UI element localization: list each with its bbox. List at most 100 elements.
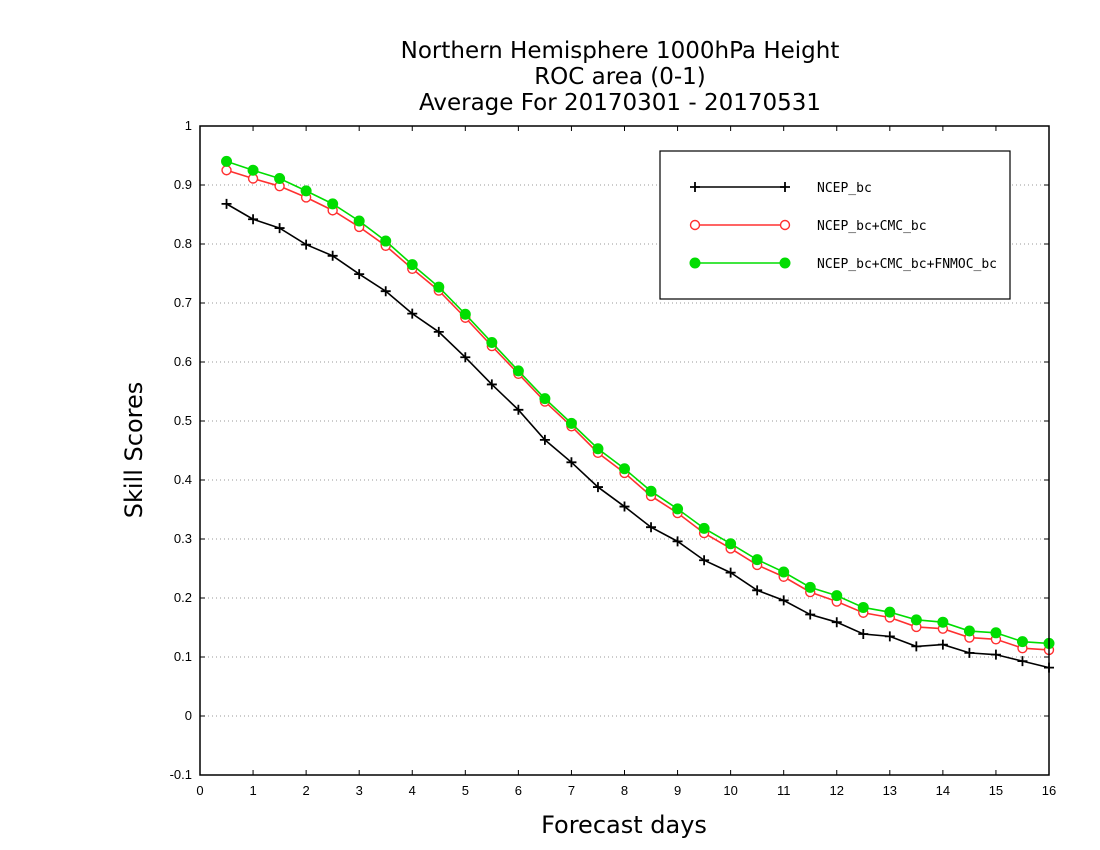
x-tick-label: 3 bbox=[356, 783, 363, 798]
data-point-marker bbox=[963, 625, 975, 637]
data-point-marker bbox=[327, 250, 338, 261]
x-axis-title: Forecast days bbox=[541, 811, 707, 839]
legend: NCEP_bc NCEP_bc+CMC_bc NCEP_bc+CMC_bc+FNMO… bbox=[659, 150, 1011, 300]
y-tick-label: 0 bbox=[185, 708, 192, 723]
data-point-marker bbox=[689, 257, 701, 269]
data-point-marker bbox=[274, 223, 285, 234]
data-point-marker bbox=[274, 173, 286, 185]
data-point-marker bbox=[884, 631, 895, 642]
y-tick-label: 0.3 bbox=[174, 531, 192, 546]
data-point-marker bbox=[990, 649, 1001, 660]
x-tick-label: 14 bbox=[936, 783, 950, 798]
y-tick-label: 0.7 bbox=[174, 295, 192, 310]
data-point-marker bbox=[247, 164, 259, 176]
axes: -0.100.10.20.30.40.50.60.70.80.910 1 2 3 4 5 6… bbox=[170, 118, 1057, 798]
data-point-marker bbox=[751, 554, 763, 566]
data-point-marker bbox=[565, 417, 577, 429]
x-tick-label: 8 bbox=[621, 783, 628, 798]
data-point-marker bbox=[857, 601, 869, 613]
series-1 bbox=[221, 198, 1054, 673]
data-point-marker bbox=[646, 522, 657, 533]
y-tick-label: 0.8 bbox=[174, 236, 192, 251]
data-point-marker bbox=[354, 269, 365, 280]
legend-label: NCEP_bc+CMC_bc bbox=[817, 219, 927, 234]
data-point-marker bbox=[672, 503, 684, 515]
data-point-marker bbox=[300, 185, 312, 197]
chart-title-line-2: ROC area (0-1) bbox=[534, 64, 706, 90]
legend-entry: NCEP_bc+CMC_bc+FNMOC_bc bbox=[689, 257, 997, 272]
data-point-marker bbox=[1017, 656, 1028, 667]
data-point-marker bbox=[380, 286, 391, 297]
data-point-marker bbox=[805, 609, 816, 620]
data-point-marker bbox=[539, 434, 550, 445]
data-point-marker bbox=[990, 627, 1002, 639]
y-axis-title: Skill Scores bbox=[120, 382, 148, 519]
data-point-marker bbox=[858, 628, 869, 639]
data-point-marker bbox=[513, 404, 524, 415]
data-point-marker bbox=[831, 617, 842, 628]
chart-title-line-1: Northern Hemisphere 1000hPa Height bbox=[401, 38, 840, 64]
data-point-marker bbox=[884, 606, 896, 618]
data-point-marker bbox=[566, 457, 577, 468]
data-point-marker bbox=[698, 522, 710, 534]
data-point-marker bbox=[964, 647, 975, 658]
x-tick-label: 16 bbox=[1042, 783, 1056, 798]
data-point-marker bbox=[248, 214, 259, 225]
x-tick-label: 7 bbox=[568, 783, 575, 798]
x-tick-label: 0 bbox=[196, 783, 203, 798]
data-point-marker bbox=[779, 219, 791, 231]
data-point-marker bbox=[779, 257, 791, 269]
data-point-marker bbox=[301, 239, 312, 250]
data-point-marker bbox=[539, 393, 551, 405]
data-point-marker bbox=[353, 215, 365, 227]
y-tick-label: 0.9 bbox=[174, 177, 192, 192]
y-tick-label: 0.6 bbox=[174, 354, 192, 369]
chart-title: Northern Hemisphere 1000hPa Height ROC a… bbox=[401, 38, 840, 116]
data-point-marker bbox=[725, 567, 736, 578]
data-point-marker bbox=[725, 538, 737, 550]
data-point-marker bbox=[592, 443, 604, 455]
x-tick-label: 4 bbox=[409, 783, 416, 798]
data-point-marker bbox=[619, 501, 630, 512]
data-point-marker bbox=[460, 352, 471, 363]
chart-title-line-3: Average For 20170301 - 20170531 bbox=[419, 90, 821, 116]
data-point-marker bbox=[406, 259, 418, 271]
data-point-marker bbox=[804, 581, 816, 593]
y-tick-label: 0.1 bbox=[174, 649, 192, 664]
x-tick-label: 6 bbox=[515, 783, 522, 798]
x-tick-label: 13 bbox=[883, 783, 897, 798]
x-tick-label: 10 bbox=[723, 783, 737, 798]
data-point-marker bbox=[619, 463, 630, 475]
data-point-marker bbox=[459, 308, 471, 320]
data-point-marker bbox=[778, 595, 789, 606]
data-point-marker bbox=[778, 566, 790, 578]
data-point-marker bbox=[486, 379, 497, 390]
data-point-marker bbox=[910, 614, 922, 626]
data-point-marker bbox=[672, 536, 683, 547]
legend-label: NCEP_bc bbox=[817, 181, 872, 196]
data-point-marker bbox=[486, 337, 498, 349]
series-layer bbox=[221, 155, 1055, 673]
legend-label: NCEP_bc+CMC_bc+FNMOC_bc bbox=[817, 257, 997, 272]
data-point-marker bbox=[380, 235, 392, 247]
data-point-marker bbox=[831, 590, 843, 602]
x-tick-label: 12 bbox=[830, 783, 844, 798]
y-tick-label: -0.1 bbox=[170, 767, 192, 782]
data-point-marker bbox=[221, 198, 232, 209]
legend-items: NCEP_bc NCEP_bc+CMC_bc NCEP_bc+CMC_bc+FNMO… bbox=[689, 181, 997, 272]
y-tick-label: 0.2 bbox=[174, 590, 192, 605]
series-3 bbox=[221, 155, 1055, 649]
data-point-marker bbox=[433, 326, 444, 337]
x-tick-label: 2 bbox=[303, 783, 310, 798]
x-tick-label: 9 bbox=[674, 783, 681, 798]
legend-entry: NCEP_bc bbox=[690, 181, 872, 196]
series-line bbox=[226, 203, 1050, 669]
x-tick-label: 11 bbox=[777, 783, 791, 798]
y-tick-label: 0.5 bbox=[174, 413, 192, 428]
data-point-marker bbox=[937, 616, 949, 628]
data-point-marker bbox=[221, 165, 232, 176]
x-tick-label: 5 bbox=[462, 783, 469, 798]
data-point-marker bbox=[407, 308, 418, 319]
data-point-marker bbox=[937, 639, 948, 650]
legend-entry: NCEP_bc+CMC_bc bbox=[689, 219, 927, 234]
